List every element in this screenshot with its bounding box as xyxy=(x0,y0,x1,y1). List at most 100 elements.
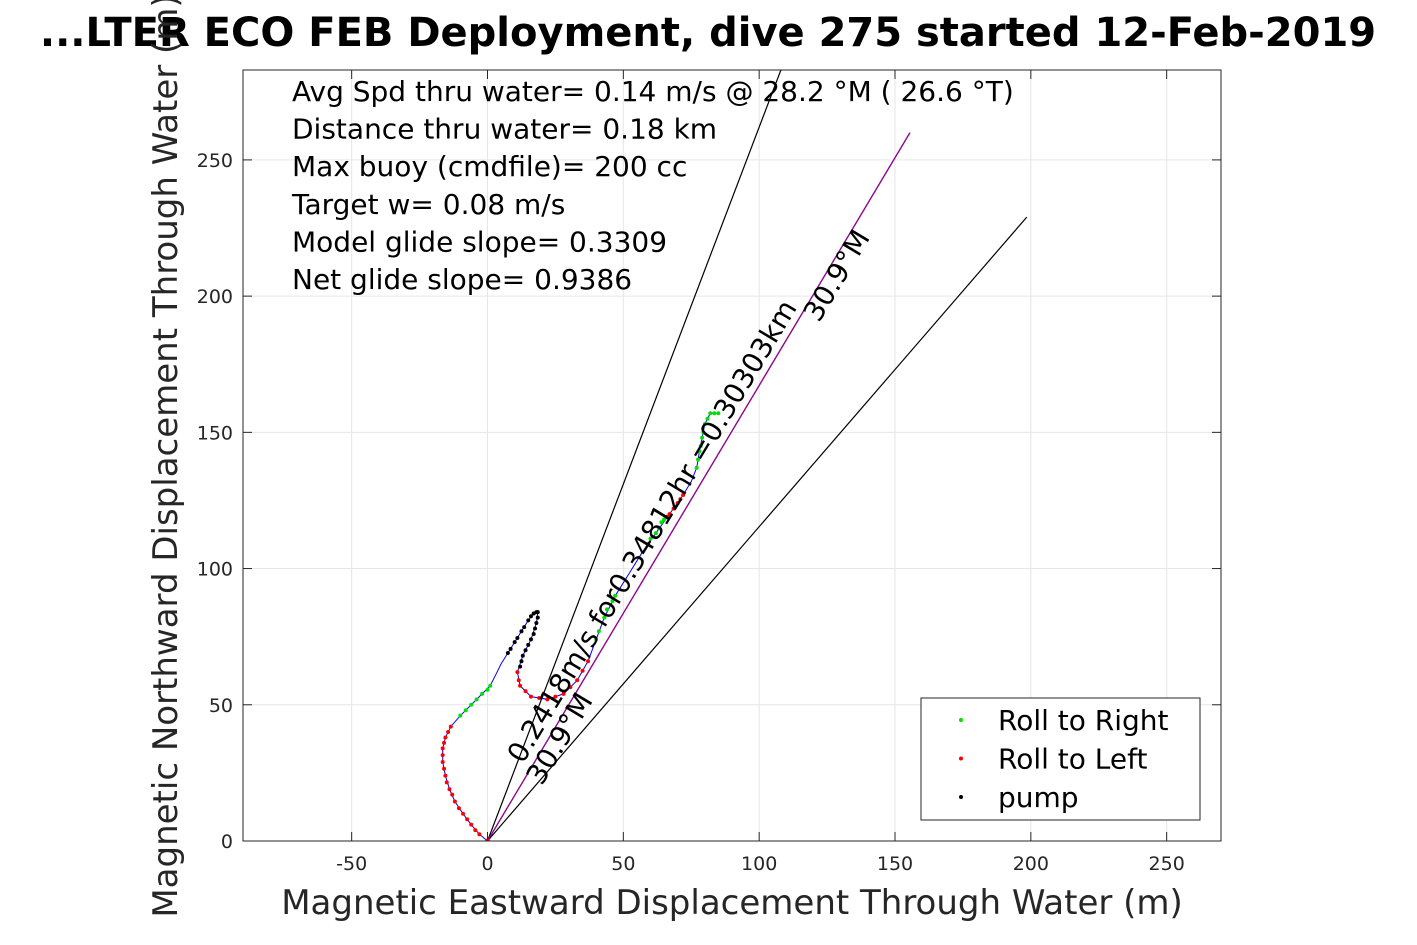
point-pump xyxy=(519,629,524,634)
point-roll-to-left xyxy=(442,766,447,771)
point-roll-to-left xyxy=(561,691,566,696)
info-line: Distance thru water= 0.18 km xyxy=(292,113,717,146)
point-roll-to-left xyxy=(456,806,461,811)
tick-labels: -50 0 50 100 150 200 250 0 50 100 150 200 250 xyxy=(197,150,1185,875)
point-roll-to-right xyxy=(602,615,607,620)
point-roll-to-right xyxy=(708,411,713,416)
point-pump xyxy=(526,618,531,623)
y-tick-label: 0 xyxy=(221,831,233,853)
point-roll-to-left xyxy=(443,735,448,740)
point-roll-to-left xyxy=(444,780,449,785)
point-roll-to-right xyxy=(701,430,706,435)
point-roll-to-right xyxy=(659,520,664,525)
point-roll-to-left xyxy=(580,668,585,673)
x-tick-label: 250 xyxy=(1149,853,1185,875)
legend-marker xyxy=(959,756,963,761)
x-axis-label: Magnetic Eastward Displacement Through W… xyxy=(281,883,1183,923)
data-points xyxy=(440,411,721,841)
point-roll-to-left xyxy=(448,724,453,729)
point-roll-to-right xyxy=(594,637,599,642)
point-pump xyxy=(519,659,524,664)
reference-line-upper xyxy=(486,70,782,841)
point-pump xyxy=(505,651,510,656)
plot-frame xyxy=(242,69,1222,842)
point-roll-to-left xyxy=(440,746,445,751)
point-roll-to-right xyxy=(705,416,710,421)
axis-ticks xyxy=(243,70,1221,842)
point-roll-to-right xyxy=(716,411,721,416)
legend-label: pump xyxy=(998,781,1079,814)
point-roll-to-right xyxy=(712,411,717,416)
point-roll-to-left xyxy=(461,811,466,816)
point-roll-to-right xyxy=(694,465,699,470)
point-roll-to-right xyxy=(698,443,703,448)
point-pump xyxy=(515,636,520,641)
point-pump xyxy=(533,626,538,631)
point-roll-to-left xyxy=(450,792,455,797)
legend: Roll to Right Roll to Left pump xyxy=(920,697,1201,821)
point-roll-to-right xyxy=(656,525,661,530)
x-tick-label: 0 xyxy=(481,853,493,875)
x-tick-label: 50 xyxy=(611,853,635,875)
legend-label: Roll to Right xyxy=(998,704,1169,737)
point-roll-to-left xyxy=(440,759,445,764)
point-pump xyxy=(535,615,540,620)
y-tick-label: 100 xyxy=(197,559,233,581)
y-tick-label: 50 xyxy=(209,695,233,717)
point-roll-to-right xyxy=(645,542,650,547)
point-roll-to-right xyxy=(653,531,658,536)
point-pump xyxy=(526,642,531,647)
point-pump xyxy=(520,653,525,658)
point-pump xyxy=(522,625,527,630)
legend-marker xyxy=(959,718,963,722)
info-line: Net glide slope= 0.9386 xyxy=(292,263,632,296)
point-pump xyxy=(523,648,528,653)
point-roll-to-left xyxy=(537,695,542,700)
point-roll-to-left xyxy=(473,828,478,833)
y-tick-label: 150 xyxy=(197,422,233,444)
point-roll-to-left xyxy=(442,740,447,745)
x-tick-label: 100 xyxy=(741,853,777,875)
heading-track xyxy=(486,132,911,841)
point-roll-to-left xyxy=(545,697,550,702)
point-roll-to-right xyxy=(697,449,702,454)
y-tick-label: 200 xyxy=(197,286,233,308)
info-line: Max buoy (cmdfile)= 200 cc xyxy=(292,150,687,183)
info-text: Avg Spd thru water= 0.14 m/s @ 28.2 °M (… xyxy=(291,75,1014,296)
legend-box xyxy=(920,697,1201,821)
y-tick-label: 250 xyxy=(197,150,233,172)
info-line: Avg Spd thru water= 0.14 m/s @ 28.2 °M (… xyxy=(292,75,1014,108)
legend-marker xyxy=(959,795,963,799)
info-line: Target w= 0.08 m/s xyxy=(291,188,565,221)
point-roll-to-right xyxy=(662,517,667,522)
info-line: Model glide slope= 0.3309 xyxy=(292,225,667,258)
point-pump xyxy=(508,646,513,651)
point-pump xyxy=(534,621,539,626)
point-roll-to-right xyxy=(696,457,701,462)
point-roll-to-left xyxy=(568,685,573,690)
point-pump xyxy=(531,631,536,636)
point-roll-to-right xyxy=(596,629,601,634)
point-pump xyxy=(528,614,533,619)
point-roll-to-left xyxy=(553,694,558,699)
point-roll-to-right xyxy=(463,708,468,713)
chart-title: ...LTER ECO FEB Deployment, dive 275 sta… xyxy=(40,10,1376,56)
point-roll-to-right xyxy=(488,683,493,688)
point-roll-to-right xyxy=(613,593,618,598)
point-roll-to-right xyxy=(605,607,610,612)
point-roll-to-right xyxy=(700,435,705,440)
point-roll-to-left xyxy=(678,497,683,502)
point-roll-to-left xyxy=(469,822,474,827)
point-roll-to-right xyxy=(480,691,485,696)
point-roll-to-right xyxy=(469,702,474,707)
point-roll-to-left xyxy=(465,817,470,822)
point-roll-to-left xyxy=(447,787,452,792)
point-roll-to-left xyxy=(681,493,686,498)
point-roll-to-left xyxy=(586,659,591,664)
point-roll-to-left xyxy=(443,773,448,778)
point-pump xyxy=(518,664,523,669)
point-roll-to-left xyxy=(671,506,676,511)
point-pump xyxy=(528,637,533,642)
point-roll-to-left xyxy=(452,799,457,804)
point-roll-to-left xyxy=(675,501,680,506)
